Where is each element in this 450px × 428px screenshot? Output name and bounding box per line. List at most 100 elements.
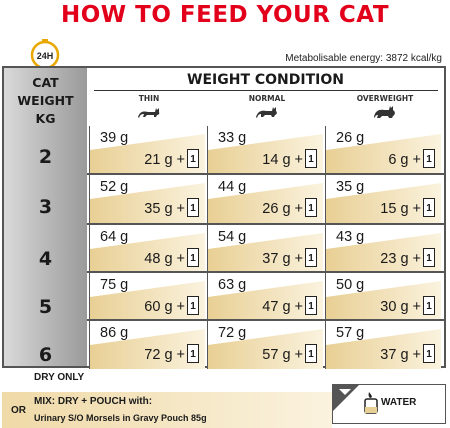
mix-dry-amount: 35 g +	[144, 201, 185, 217]
mix-dry-amount: 47 g +	[262, 299, 303, 315]
weight-header-line: WEIGHT	[17, 93, 74, 108]
dry-amount: 50 g	[336, 277, 365, 293]
weight-kg-6: 6	[38, 344, 53, 366]
mix-band	[326, 281, 441, 321]
dry-amount: 75 g	[100, 277, 129, 293]
pouch-icon: 1	[423, 198, 435, 217]
page-title: HOW TO FEED YOUR CAT	[60, 2, 390, 28]
dry-amount: 33 g	[218, 130, 247, 146]
mix-band	[208, 329, 323, 369]
mix-dry-amount: 37 g +	[380, 347, 421, 363]
legend-recipe: Urinary S/O Morsels in Gravy Pouch 85g	[34, 413, 207, 423]
mix-amount: 23 g +1	[380, 248, 435, 267]
pouch-icon: 1	[187, 198, 199, 217]
metabolisable-energy: Metabolisable energy: 3872 kcal/kg	[285, 53, 442, 64]
pouch-icon: 1	[187, 344, 199, 363]
mix-amount: 60 g +1	[144, 296, 199, 315]
mix-band	[90, 183, 205, 223]
feeding-cell: 75 g 60 g +1	[89, 273, 205, 321]
dry-amount: 86 g	[100, 325, 129, 341]
feeding-cell: 64 g 48 g +1	[89, 225, 205, 273]
dry-amount: 57 g	[336, 325, 365, 341]
legend-or: OR	[11, 405, 26, 416]
mix-amount: 37 g +1	[262, 248, 317, 267]
feeding-cell: 63 g 47 g +1	[207, 273, 323, 321]
mix-dry-amount: 14 g +	[262, 152, 303, 168]
column-header-normal: NORMAL	[210, 94, 324, 124]
column-label: OVERWEIGHT	[356, 94, 414, 103]
dry-amount: 54 g	[218, 229, 247, 245]
column-header-overweight: OVERWEIGHT	[328, 94, 442, 124]
mix-band	[208, 134, 323, 174]
pouch-icon: 1	[187, 296, 199, 315]
clock-label: 24H	[37, 51, 54, 61]
mix-dry-amount: 72 g +	[144, 347, 185, 363]
legend-dry-only: DRY ONLY	[34, 372, 85, 383]
feeding-cell: 35 g 15 g +1	[325, 175, 441, 223]
feeding-cell: 50 g 30 g +1	[325, 273, 441, 321]
dry-amount: 44 g	[218, 179, 247, 195]
mix-amount: 6 g +1	[388, 149, 435, 168]
mix-dry-amount: 21 g +	[144, 152, 185, 168]
mix-dry-amount: 48 g +	[144, 251, 185, 267]
mix-band	[326, 233, 441, 273]
mix-dry-amount: 60 g +	[144, 299, 185, 315]
mix-amount: 21 g +1	[144, 149, 199, 168]
mix-amount: 35 g +1	[144, 198, 199, 217]
pouch-icon: 1	[305, 149, 317, 168]
mix-amount: 57 g +1	[262, 344, 317, 363]
normal-cat-icon	[256, 107, 277, 118]
water-box: WATER	[332, 384, 446, 424]
mix-amount: 48 g +1	[144, 248, 199, 267]
row-divider	[87, 271, 444, 273]
dry-amount: 39 g	[100, 130, 129, 146]
mix-amount: 30 g +1	[380, 296, 435, 315]
dry-amount: 35 g	[336, 179, 365, 195]
weight-header: CAT WEIGHT KG	[4, 74, 87, 128]
pouch-icon: 1	[423, 344, 435, 363]
feeding-table: CAT WEIGHT KG 2 3 4 5 6 WEIGHT CONDITION…	[2, 66, 446, 369]
legend-mix: MIX: DRY + POUCH with:	[34, 396, 153, 407]
mix-band	[208, 281, 323, 321]
mix-band	[208, 233, 323, 273]
pouch-icon: 1	[187, 248, 199, 267]
mix-band	[90, 281, 205, 321]
mix-swatch	[2, 392, 332, 428]
divider	[94, 90, 438, 91]
mix-amount: 14 g +1	[262, 149, 317, 168]
feeding-cell: 26 g 6 g +1	[325, 126, 441, 174]
dry-amount: 64 g	[100, 229, 129, 245]
mix-band	[208, 183, 323, 223]
mix-band	[90, 329, 205, 369]
mix-dry-amount: 37 g +	[262, 251, 303, 267]
column-header-thin: THIN	[92, 94, 206, 124]
dry-amount: 52 g	[100, 179, 129, 195]
weight-kg-3: 3	[38, 196, 53, 218]
mix-amount: 26 g +1	[262, 198, 317, 217]
weight-condition-title: WEIGHT CONDITION	[187, 72, 344, 88]
column-label: NORMAL	[248, 94, 286, 103]
weight-kg-4: 4	[38, 248, 53, 270]
weight-kg-5: 5	[38, 296, 53, 318]
clock-24h-icon: 24H	[30, 39, 60, 70]
feeding-cell: 52 g 35 g +1	[89, 175, 205, 223]
mix-band	[326, 329, 441, 369]
feeding-cell: 33 g 14 g +1	[207, 126, 323, 174]
pouch-icon: 1	[423, 248, 435, 267]
feeding-cell: 44 g 26 g +1	[207, 175, 323, 223]
mix-amount: 47 g +1	[262, 296, 317, 315]
mix-dry-amount: 23 g +	[380, 251, 421, 267]
weight-header-line: CAT	[32, 75, 59, 90]
pouch-icon: 1	[305, 198, 317, 217]
weight-kg-2: 2	[38, 146, 53, 168]
feeding-cell: 43 g 23 g +1	[325, 225, 441, 273]
mix-dry-amount: 30 g +	[380, 299, 421, 315]
overweight-cat-icon	[374, 106, 395, 118]
column-label: THIN	[138, 94, 160, 103]
legend: DRY ONLY OR MIX: DRY + POUCH with: Urina…	[0, 370, 450, 428]
row-divider	[87, 223, 444, 225]
feeding-cell: 54 g 37 g +1	[207, 225, 323, 273]
feeding-cell: 86 g 72 g +1	[89, 321, 205, 369]
weight-column: CAT WEIGHT KG 2 3 4 5 6	[4, 68, 87, 366]
dry-amount: 63 g	[218, 277, 247, 293]
